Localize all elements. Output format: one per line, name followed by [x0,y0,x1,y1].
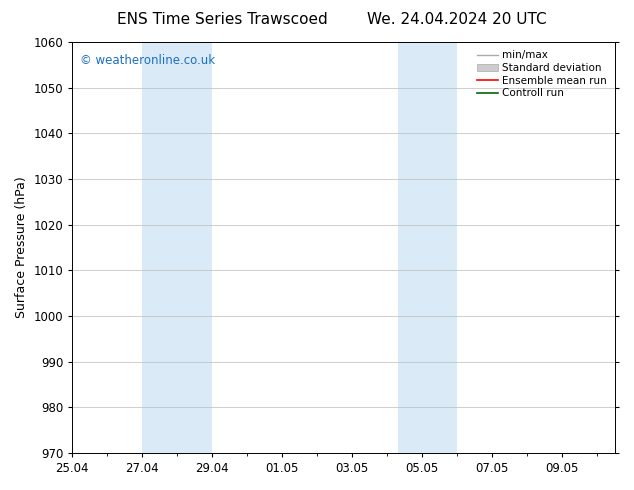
Y-axis label: Surface Pressure (hPa): Surface Pressure (hPa) [15,176,28,318]
Text: © weatheronline.co.uk: © weatheronline.co.uk [81,54,216,68]
Text: We. 24.04.2024 20 UTC: We. 24.04.2024 20 UTC [366,12,547,27]
Bar [143,42,212,453]
Text: ENS Time Series Trawscoed: ENS Time Series Trawscoed [117,12,327,27]
Bar [398,42,457,453]
Legend: min/max, Standard deviation, Ensemble mean run, Controll run: min/max, Standard deviation, Ensemble me… [474,47,610,101]
